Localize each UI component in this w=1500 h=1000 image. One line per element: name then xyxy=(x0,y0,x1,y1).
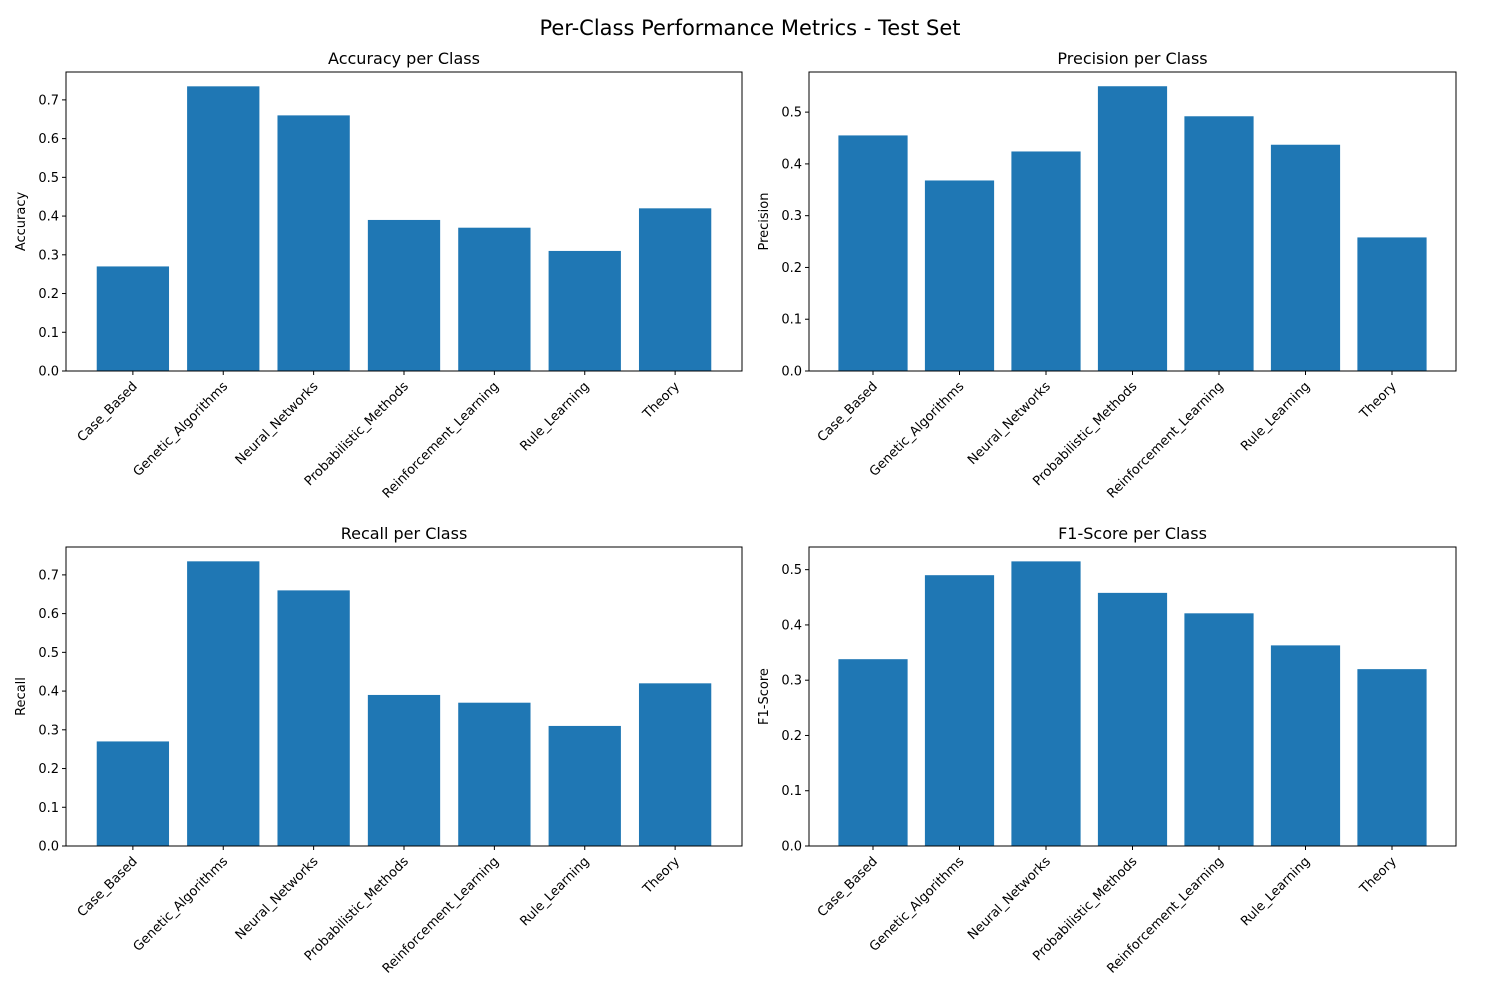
y-tick-label: 0.0 xyxy=(781,365,802,380)
bar-reinforcement-learning xyxy=(458,702,531,846)
y-tick-label: 0.3 xyxy=(781,209,802,224)
bar-reinforcement-learning xyxy=(458,227,531,371)
y-tick-label: 0.5 xyxy=(781,563,802,578)
y-tick-label: 0.1 xyxy=(781,784,802,799)
subplot-4: 0.0 0.1 0.2 0.3 0.4 0.5 Case_BasedGenetic_Algo… xyxy=(757,524,1457,977)
x-tick-label: Probabilistic_Methods xyxy=(302,854,412,964)
y-tick-label: 0.4 xyxy=(781,157,802,172)
y-tick-label: 0.6 xyxy=(38,607,59,622)
y-tick-label: 0.0 xyxy=(781,840,802,855)
y-axis-label: Recall xyxy=(14,677,29,716)
x-tick-label: Neural_Networks xyxy=(233,379,322,468)
y-axis-label: Accuracy xyxy=(14,192,29,252)
y-tick-label: 0.7 xyxy=(38,568,59,583)
bar-theory xyxy=(1357,669,1427,846)
x-tick-label: Theory xyxy=(1357,379,1400,422)
x-tick-label: Probabilistic_Methods xyxy=(302,379,412,489)
x-tick-label: Rule_Learning xyxy=(517,854,592,929)
x-tick-label: Genetic_Algorithms xyxy=(131,854,232,955)
bar-probabilistic-methods xyxy=(367,219,441,371)
bar-genetic-algorithms xyxy=(187,561,260,846)
subplot-1: 0.0 0.1 0.2 0.3 0.4 0.5 0.6 0.7 Case_BasedGeneti… xyxy=(14,49,743,502)
bar-genetic-algorithms xyxy=(187,86,260,371)
x-tick-label: Neural_Networks xyxy=(965,379,1054,468)
bar-probabilistic-methods xyxy=(367,694,441,846)
subplot-title: Accuracy per Class xyxy=(328,49,480,68)
y-tick-label: 0.7 xyxy=(38,93,59,108)
bar-rule-learning xyxy=(1270,144,1341,371)
y-tick-label: 0.4 xyxy=(38,210,59,225)
x-tick-label: Neural_Networks xyxy=(965,854,1054,943)
x-tick-label: Case_Based xyxy=(815,379,881,445)
bar-probabilistic-methods xyxy=(1097,86,1168,372)
y-axis-label: Precision xyxy=(757,192,772,250)
subplot-2: 0.0 0.1 0.2 0.3 0.4 0.5 Case_BasedGenetic_Algo… xyxy=(757,49,1457,502)
bar-rule-learning xyxy=(548,250,621,371)
x-tick-label: Rule_Learning xyxy=(1238,379,1313,454)
y-tick-label: 0.2 xyxy=(781,729,802,744)
y-tick-label: 0.4 xyxy=(38,685,59,700)
y-tick-label: 0.3 xyxy=(781,674,802,689)
bar-neural-networks xyxy=(1011,561,1081,846)
bar-rule-learning xyxy=(1270,645,1341,846)
y-tick-label: 0.5 xyxy=(38,646,59,661)
bar-neural-networks xyxy=(277,115,350,371)
y-tick-label: 0.2 xyxy=(781,261,802,276)
x-tick-label: Theory xyxy=(640,854,683,897)
y-tick-label: 0.1 xyxy=(38,801,59,816)
subplot-title: Precision per Class xyxy=(1057,49,1207,68)
bar-theory xyxy=(638,208,712,371)
bar-case-based xyxy=(96,266,170,371)
bar-reinforcement-learning xyxy=(1184,116,1254,372)
x-tick-label: Genetic_Algorithms xyxy=(131,379,232,480)
subplot-title: F1-Score per Class xyxy=(1058,524,1207,543)
y-tick-label: 0.4 xyxy=(781,618,802,633)
subplot-3: 0.0 0.1 0.2 0.3 0.4 0.5 0.6 0.7 Case_BasedGeneti… xyxy=(14,524,743,977)
x-tick-label: Theory xyxy=(1357,854,1400,897)
x-tick-label: Theory xyxy=(640,379,683,422)
bar-case-based xyxy=(838,135,908,371)
x-tick-label: Case_Based xyxy=(75,854,141,920)
y-tick-label: 0.5 xyxy=(38,171,59,186)
y-tick-label: 0.2 xyxy=(38,762,59,777)
bar-theory xyxy=(638,683,712,846)
y-axis-label: F1-Score xyxy=(757,668,772,725)
x-tick-label: Rule_Learning xyxy=(517,379,592,454)
bar-rule-learning xyxy=(548,725,621,846)
bar-genetic-algorithms xyxy=(924,575,995,846)
y-tick-label: 0.1 xyxy=(781,313,802,328)
y-tick-label: 0.0 xyxy=(38,840,59,855)
y-tick-label: 0.2 xyxy=(38,287,59,302)
subplot-title: Recall per Class xyxy=(341,524,468,543)
bar-case-based xyxy=(838,659,908,846)
bar-reinforcement-learning xyxy=(1184,613,1254,846)
x-tick-label: Genetic_Algorithms xyxy=(867,854,968,955)
x-tick-label: Neural_Networks xyxy=(233,854,322,943)
figure-title: Per-Class Performance Metrics - Test Set xyxy=(539,16,961,40)
bar-case-based xyxy=(96,741,170,846)
x-tick-label: Case_Based xyxy=(815,854,881,920)
bar-genetic-algorithms xyxy=(924,180,995,371)
bar-neural-networks xyxy=(277,590,350,846)
bar-neural-networks xyxy=(1011,151,1081,371)
x-tick-label: Genetic_Algorithms xyxy=(867,379,968,480)
y-tick-label: 0.1 xyxy=(38,326,59,341)
bar-probabilistic-methods xyxy=(1097,592,1168,846)
y-tick-label: 0.5 xyxy=(781,106,802,121)
x-tick-label: Case_Based xyxy=(75,379,141,445)
y-tick-label: 0.0 xyxy=(38,365,59,380)
bar-theory xyxy=(1357,237,1427,371)
y-tick-label: 0.6 xyxy=(38,132,59,147)
x-tick-label: Rule_Learning xyxy=(1238,854,1313,929)
y-tick-label: 0.3 xyxy=(38,248,59,263)
y-tick-label: 0.3 xyxy=(38,723,59,738)
